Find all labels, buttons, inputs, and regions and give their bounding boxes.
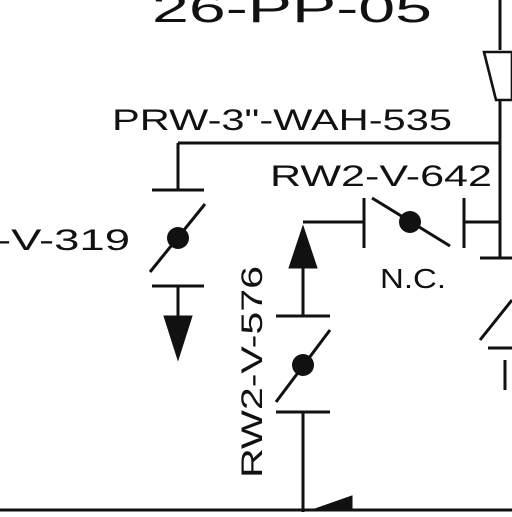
valve-319-ball (167, 227, 189, 249)
valve-642-label: RW2-V-642 (270, 160, 492, 193)
reducer-symbol (482, 50, 512, 102)
equipment-tag-label: 26-PP-05 (152, 0, 432, 31)
valve-642-state-label: N.C. (380, 263, 446, 294)
flow-arrow-up-icon (288, 224, 318, 269)
valve-319-label: -V-319 (0, 224, 130, 257)
bottom-flow-arrow-icon (311, 495, 353, 511)
valve-576-ball (292, 354, 314, 376)
flow-arrow-down-icon (163, 315, 193, 362)
valve-576-label: RW2-V-576 (236, 266, 269, 478)
valve-642-ball (399, 211, 421, 233)
right-valve-body (478, 299, 512, 341)
line-number-label: PRW-3"-WAH-535 (112, 104, 452, 137)
